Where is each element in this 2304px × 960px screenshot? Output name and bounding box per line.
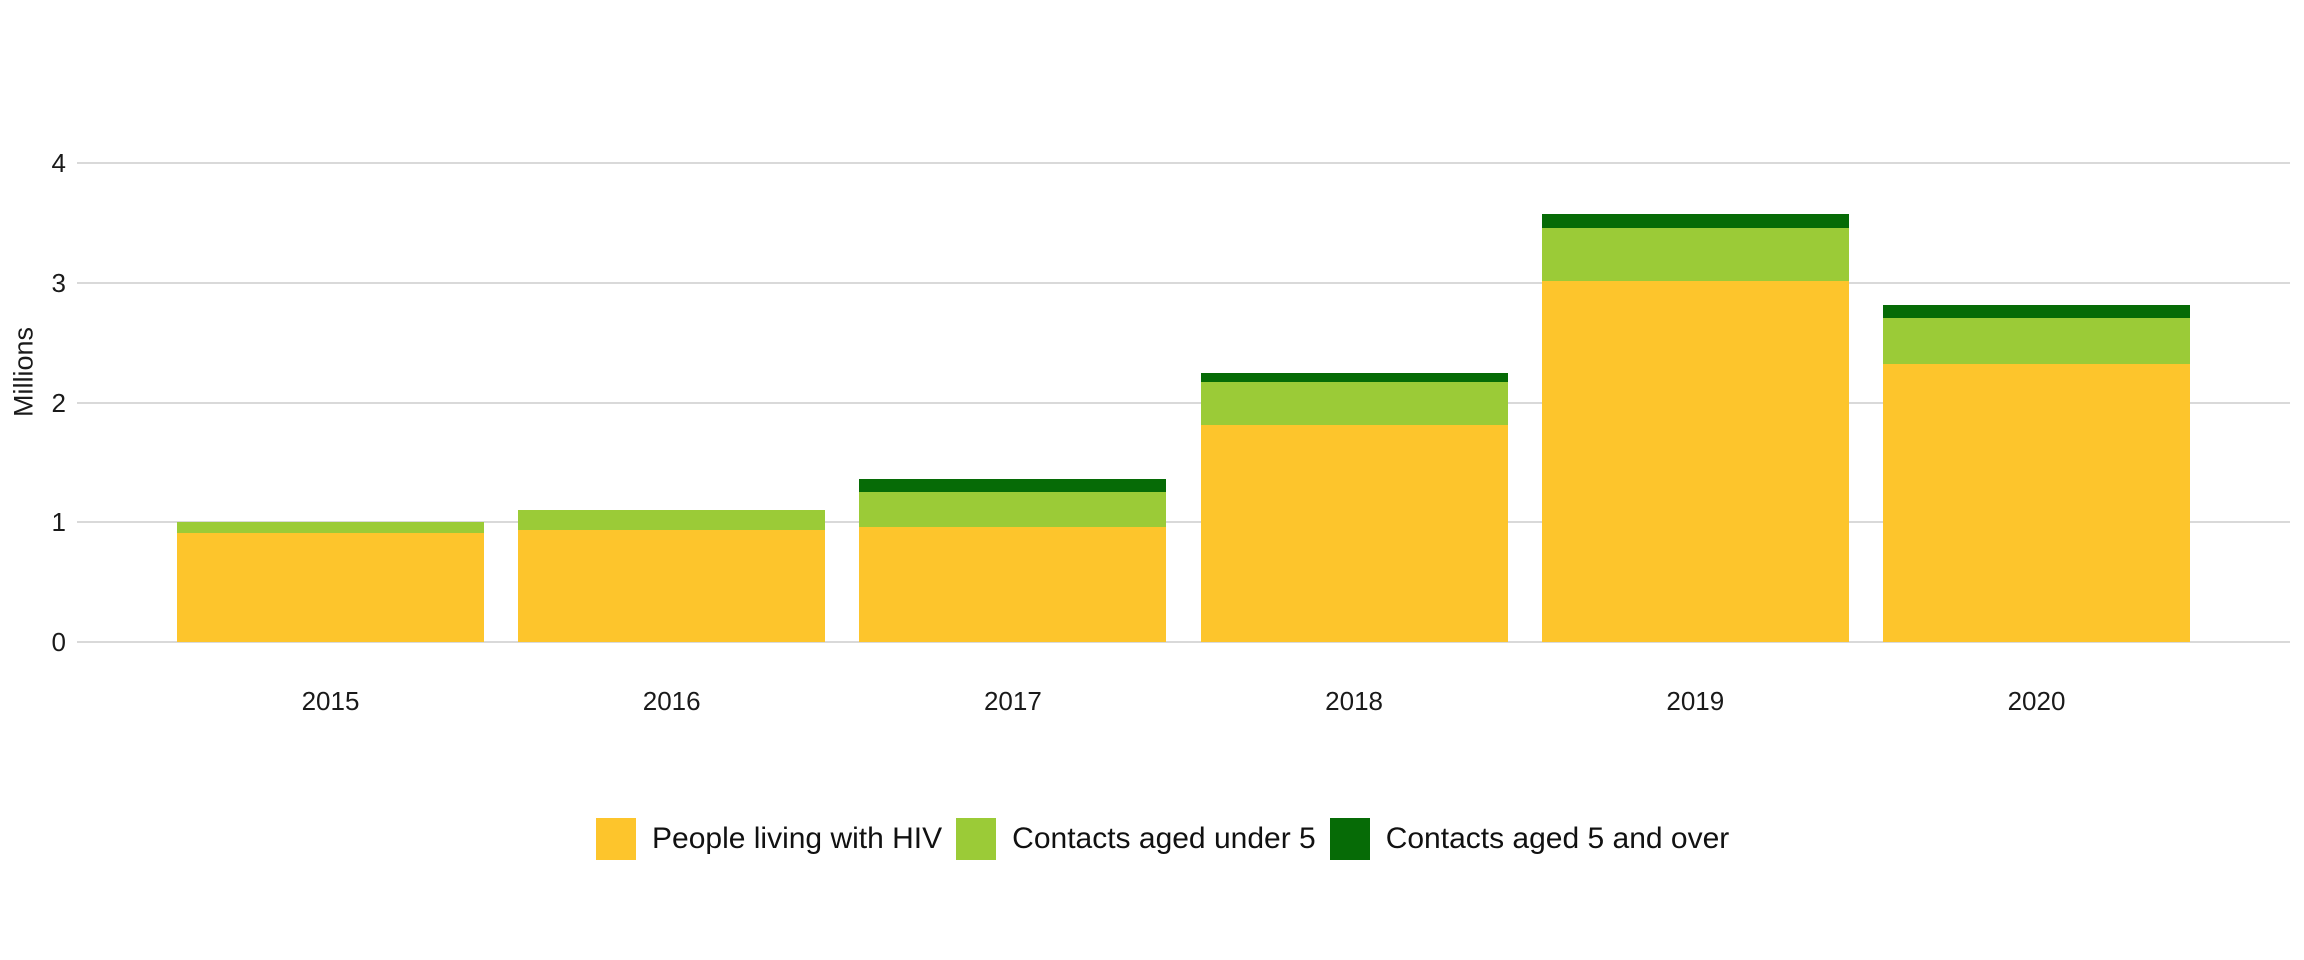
bar-segment-2020-contacts-aged-5-and-over[interactable]	[1883, 304, 2190, 318]
bar-2015	[177, 522, 484, 642]
bar-2016	[518, 510, 826, 642]
legend-swatch-icon	[596, 818, 636, 860]
bar-segment-2018-contacts-aged-5-and-over[interactable]	[1200, 372, 1508, 383]
gridline-y-3	[77, 282, 2290, 285]
x-tick-label-2017: 2017	[983, 686, 1042, 716]
bar-segment-2017-contacts-aged-5-and-over[interactable]	[859, 479, 1167, 493]
legend-swatch-icon	[1329, 818, 1370, 860]
bar-segment-2016-contacts-aged-under-5[interactable]	[518, 510, 826, 530]
bar-segment-2020-contacts-aged-under-5[interactable]	[1883, 317, 2190, 365]
bar-segment-2019-people-living-with-hiv[interactable]	[1541, 280, 1849, 642]
bar-2019	[1541, 213, 1849, 642]
gridline-y-4	[77, 162, 2290, 165]
y-tick-label: 4	[51, 148, 66, 179]
gridline-y-1	[77, 521, 2290, 524]
y-axis-title: Millions	[8, 326, 39, 418]
bar-segment-2016-people-living-with-hiv[interactable]	[518, 529, 826, 642]
x-tick-label-2018: 2018	[1325, 686, 1384, 716]
bar-2017	[859, 479, 1167, 642]
y-tick-label: 3	[51, 268, 66, 299]
bar-segment-2015-people-living-with-hiv[interactable]	[177, 533, 484, 642]
gridline-y-0	[77, 641, 2290, 643]
gridline-y-2	[77, 401, 2290, 404]
bar-segment-2018-people-living-with-hiv[interactable]	[1200, 425, 1508, 642]
y-tick-label: 1	[51, 507, 66, 538]
legend-label: Contacts aged 5 and over	[1385, 822, 1730, 855]
bar-segment-2018-contacts-aged-under-5[interactable]	[1200, 382, 1508, 426]
bar-2018	[1200, 372, 1508, 642]
bar-2020	[1883, 304, 2190, 642]
y-tick-label: 2	[51, 387, 66, 418]
bar-segment-2017-contacts-aged-under-5[interactable]	[859, 492, 1167, 528]
chart-legend: People living with HIV Contacts aged unde…	[596, 818, 1743, 860]
bar-segment-2015-contacts-aged-under-5[interactable]	[177, 522, 484, 534]
bar-segment-2017-people-living-with-hiv[interactable]	[859, 527, 1167, 642]
x-tick-label-2016: 2016	[642, 686, 701, 716]
x-tick-label-2015: 2015	[301, 686, 360, 716]
legend-item-contacts-aged-5-and-over[interactable]: Contacts aged 5 and over	[1329, 818, 1730, 860]
x-tick-label-2020: 2020	[2007, 686, 2066, 716]
x-tick-label-2019: 2019	[1666, 686, 1725, 716]
bar-segment-2020-people-living-with-hiv[interactable]	[1883, 364, 2190, 642]
legend-label: People living with HIV	[652, 822, 943, 855]
legend-swatch-icon	[956, 818, 997, 860]
legend-item-contacts-aged-under-5[interactable]: Contacts aged under 5	[956, 818, 1316, 860]
legend-item-people-living-with-hiv[interactable]: People living with HIV	[596, 818, 942, 860]
bar-segment-2019-contacts-aged-5-and-over[interactable]	[1541, 213, 1849, 229]
y-tick-label: 0	[51, 627, 66, 657]
bar-segment-2019-contacts-aged-under-5[interactable]	[1541, 228, 1849, 281]
legend-label: Contacts aged under 5	[1012, 822, 1316, 855]
